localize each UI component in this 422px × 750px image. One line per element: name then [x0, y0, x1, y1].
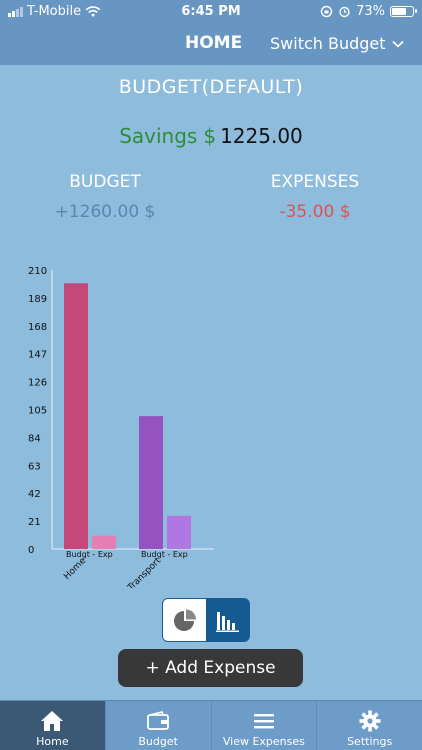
budget-value: +1260.00 $ — [54, 202, 156, 222]
tab-bar: Home Budget View Expenses Settings — [0, 700, 422, 750]
wallet-icon — [147, 711, 170, 730]
wifi-icon — [85, 5, 101, 17]
app-header: T-Mobile 6:45 PM 73% HOME Switch Budget — [0, 0, 422, 65]
savings-row: Savings $1225.00 — [0, 124, 422, 148]
pie-chart-option[interactable] — [163, 599, 206, 641]
bar-home-exp — [92, 535, 116, 549]
x-category-label: Transport — [125, 556, 163, 588]
expenses-label: EXPENSES — [270, 172, 360, 192]
tab-budget-label: Budget — [138, 735, 178, 748]
budget-label: BUDGET — [69, 172, 141, 192]
y-tick-label: 126 — [28, 378, 47, 389]
status-right: 73% — [320, 4, 417, 19]
y-tick-label: 147 — [28, 350, 47, 361]
y-tick-label: 105 — [28, 406, 47, 417]
gear-icon — [359, 710, 381, 732]
bar-chart-icon — [215, 612, 239, 632]
bar-transport-exp — [167, 515, 191, 549]
expenses-value: -35.00 $ — [279, 202, 351, 222]
rotation-lock-icon — [320, 5, 333, 18]
x-category-label: Home — [62, 556, 88, 582]
battery-icon — [390, 6, 417, 17]
y-tick-label: 168 — [28, 322, 47, 333]
home-icon — [41, 711, 64, 731]
tab-settings-label: Settings — [347, 735, 393, 748]
tab-home-label: Home — [36, 735, 69, 748]
tab-settings[interactable]: Settings — [316, 701, 422, 750]
bar-sub-label: Budgt - Exp — [141, 550, 188, 559]
y-tick-label: 63 — [28, 461, 41, 472]
bar-chart-option[interactable] — [206, 599, 249, 641]
status-left: T-Mobile — [8, 4, 101, 19]
nav-home-title[interactable]: HOME — [185, 33, 243, 53]
list-icon — [253, 714, 274, 729]
y-tick-label: 189 — [28, 294, 47, 305]
signal-icon — [8, 6, 23, 17]
pie-chart-icon — [173, 609, 196, 631]
carrier-label: T-Mobile — [27, 4, 82, 19]
budget-title: BUDGET(DEFAULT) — [118, 76, 304, 98]
savings-label: Savings — [119, 124, 198, 148]
y-tick-label: 42 — [28, 489, 41, 500]
status-bar: T-Mobile 6:45 PM 73% — [0, 0, 422, 24]
tab-home[interactable]: Home — [0, 701, 105, 750]
savings-currency: $ — [203, 124, 217, 148]
y-tick-label: 210 — [28, 266, 47, 277]
chevron-down-icon — [391, 40, 404, 48]
battery-percent: 73% — [356, 4, 385, 19]
switch-budget-button[interactable]: Switch Budget — [270, 34, 404, 53]
alarm-icon — [339, 6, 350, 18]
chart-type-toggle[interactable] — [162, 598, 250, 642]
tab-budget[interactable]: Budget — [104, 701, 211, 750]
bar-home-budgt — [64, 283, 88, 549]
bar-transport-budgt — [139, 416, 163, 549]
switch-budget-label: Switch Budget — [270, 34, 386, 53]
status-time: 6:45 PM — [181, 4, 241, 19]
add-expense-button[interactable]: + Add Expense — [118, 649, 303, 687]
savings-amount: 1225.00 — [220, 124, 303, 148]
tab-view-expenses-label: View Expenses — [222, 735, 305, 748]
y-tick-label: 0 — [28, 545, 34, 556]
tab-view-expenses[interactable]: View Expenses — [210, 701, 317, 750]
y-tick-label: 21 — [28, 517, 41, 528]
y-tick-label: 84 — [28, 433, 41, 444]
bar-sub-label: Budgt - Exp — [66, 550, 113, 559]
